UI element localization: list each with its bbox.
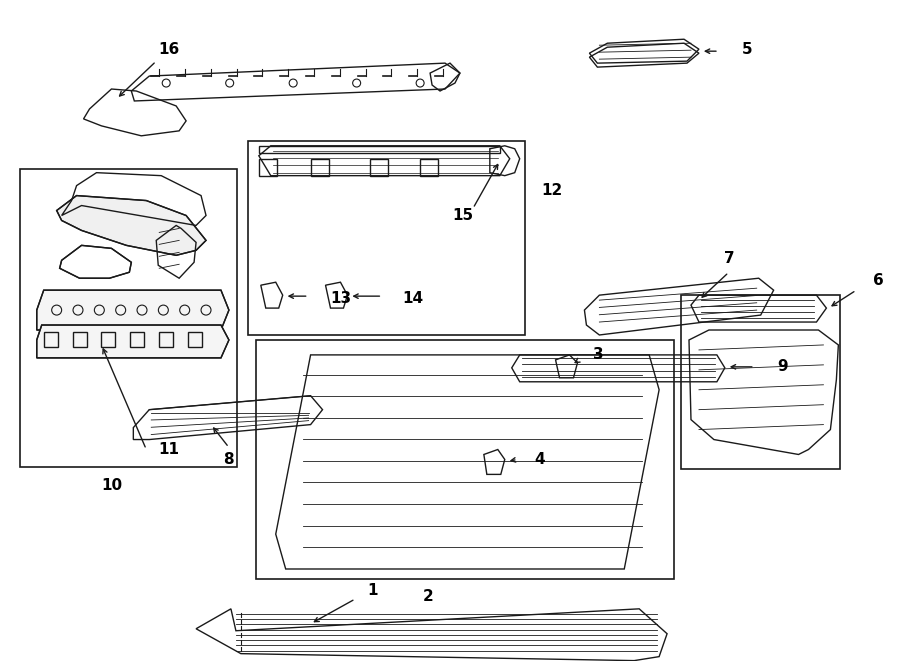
Text: 2: 2 [423, 589, 434, 604]
Polygon shape [37, 290, 229, 330]
Text: 10: 10 [101, 478, 122, 493]
Bar [44, 332, 58, 347]
Bar [681, 295, 841, 469]
Text: 13: 13 [330, 291, 351, 306]
Bar [248, 141, 525, 335]
Text: 9: 9 [778, 359, 788, 374]
Bar [256, 340, 674, 579]
Text: 4: 4 [535, 452, 544, 467]
Text: 1: 1 [367, 583, 378, 598]
Text: 7: 7 [724, 251, 734, 266]
Bar [20, 169, 237, 467]
Bar [159, 332, 173, 347]
Bar [188, 332, 202, 347]
Text: 16: 16 [158, 42, 180, 57]
Text: 14: 14 [402, 291, 424, 306]
Text: 5: 5 [742, 42, 752, 57]
Polygon shape [57, 195, 206, 256]
Bar [102, 332, 115, 347]
Text: 12: 12 [541, 183, 562, 198]
Bar [73, 332, 86, 347]
Polygon shape [37, 325, 229, 358]
Text: 8: 8 [223, 452, 234, 467]
Bar [130, 332, 144, 347]
Text: 11: 11 [158, 442, 180, 457]
Text: 15: 15 [453, 208, 473, 223]
Text: 3: 3 [593, 348, 604, 362]
Text: 6: 6 [873, 273, 884, 288]
